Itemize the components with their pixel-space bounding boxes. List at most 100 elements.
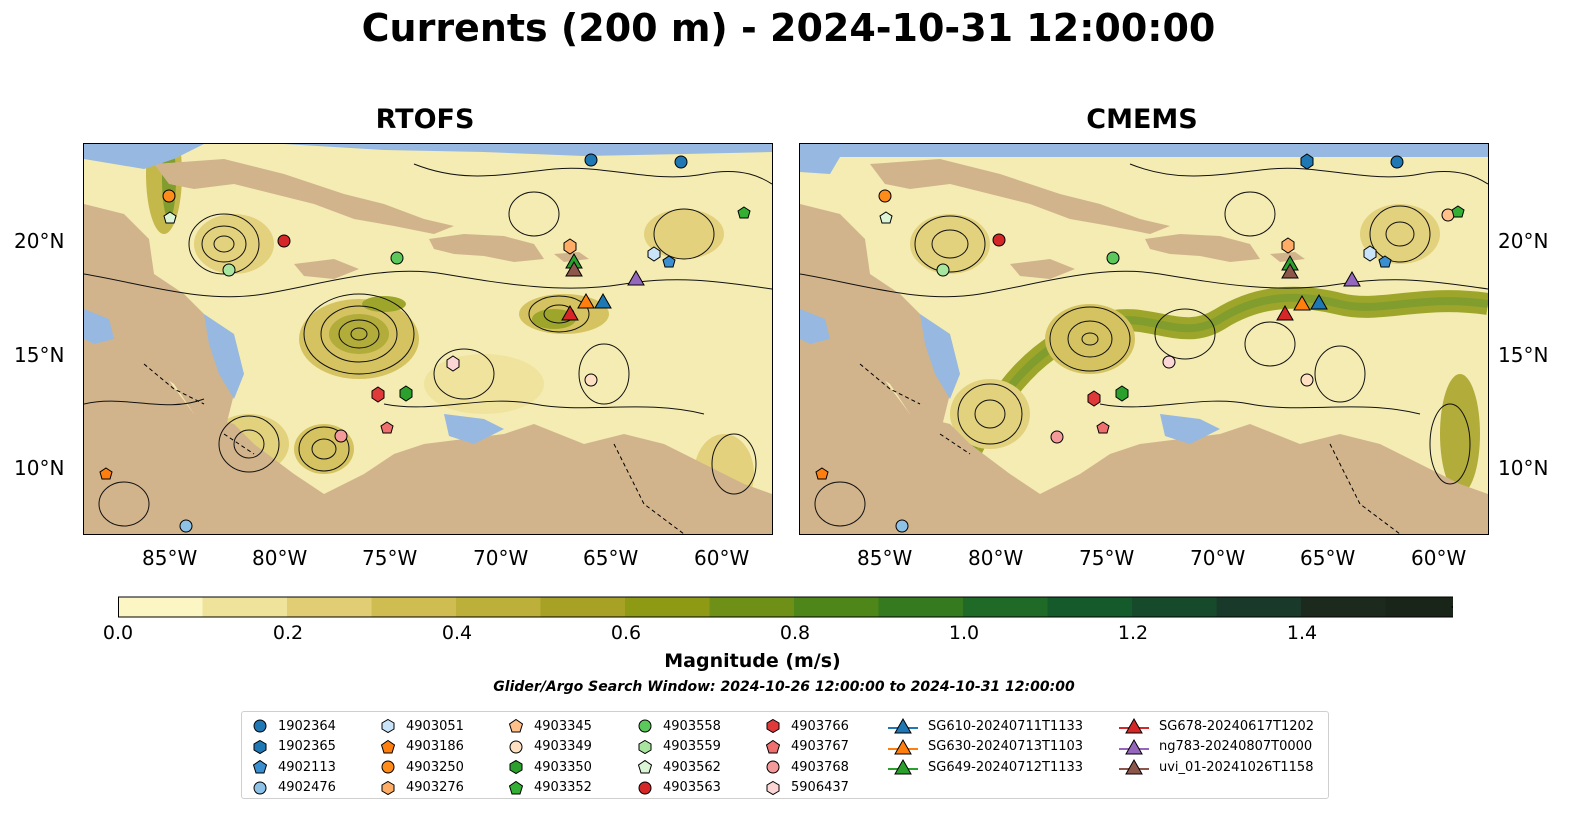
- legend-hexagon-marker-icon: [381, 719, 395, 734]
- colorbar-segment: [540, 597, 626, 617]
- legend: 1902364 1902365 4902113 4902476 4903051 49031…: [241, 711, 1329, 799]
- legend-item: 4903558: [637, 716, 721, 737]
- legend-item: 4902113: [252, 757, 336, 778]
- platform-markers: [99, 153, 751, 533]
- legend-item-label: 4903250: [406, 759, 464, 775]
- colorbar-segment: [1132, 597, 1217, 617]
- colorbar: [118, 596, 1472, 622]
- colorbar-tick-4: 0.8: [779, 622, 811, 644]
- legend-item-label: 4903352: [534, 780, 592, 796]
- legend-item-label: 4902476: [278, 780, 336, 796]
- colorbar-segment: [287, 597, 372, 617]
- legend-item: 1902365: [252, 737, 336, 758]
- legend-item: 4902476: [252, 778, 336, 799]
- legend-pentagon-marker-icon: [637, 760, 653, 774]
- legend-pentagon-marker-icon: [508, 719, 524, 733]
- borders: [143, 363, 685, 534]
- legend-column: 4903345 4903349 4903350 4903352: [508, 716, 592, 798]
- legend-item-label: 1902365: [278, 739, 336, 755]
- legend-item: 4903768: [765, 757, 849, 778]
- legend-hexagon-marker-icon: [509, 760, 523, 775]
- legend-item: 4903350: [508, 757, 592, 778]
- lon-tick-rtofs-75: 75°W: [362, 546, 418, 570]
- legend-item-label: 4903768: [791, 759, 849, 775]
- lon-tick-rtofs-80: 80°W: [252, 546, 308, 570]
- legend-item: 5906437: [765, 778, 849, 799]
- legend-item: 4903766: [765, 716, 849, 737]
- colorbar-tick-1: 0.2: [272, 622, 304, 644]
- legend-item: 1902364: [252, 716, 336, 737]
- lon-tick-cmems-85: 85°W: [857, 546, 913, 570]
- lat-tick-right-15: 15°N: [1498, 343, 1549, 367]
- legend-item: 4903559: [637, 737, 721, 758]
- legend-item: SG678-20240617T1202: [1119, 716, 1314, 737]
- lon-tick-rtofs-85: 85°W: [142, 546, 198, 570]
- legend-item: 4903562: [637, 757, 721, 778]
- shelf-water: [800, 144, 1488, 444]
- colorbar-segment: [1047, 597, 1133, 617]
- legend-item: 4903186: [380, 737, 464, 758]
- lon-tick-rtofs-60: 60°W: [694, 546, 750, 570]
- colorbar-segment: [625, 597, 710, 617]
- legend-item-label: 4903345: [534, 718, 592, 734]
- legend-pentagon-marker-icon: [765, 739, 781, 754]
- colorbar-segment: [1385, 597, 1471, 617]
- colorbar-segment: [794, 597, 879, 617]
- legend-item-label: 4903562: [663, 759, 721, 775]
- lon-tick-cmems-80: 80°W: [968, 546, 1024, 570]
- lon-tick-rtofs-65: 65°W: [583, 546, 639, 570]
- search-window-text: Glider/Argo Search Window: 2024-10-26 12…: [493, 679, 1075, 695]
- legend-item: 4903349: [508, 737, 592, 758]
- legend-column: SG610-20240711T1133 SG630-20240713T1103 SG…: [888, 716, 1083, 778]
- map-svg-cmems: [800, 144, 1488, 534]
- colorbar-tick-7: 1.4: [1286, 622, 1318, 644]
- map-panel-rtofs[interactable]: [83, 143, 773, 535]
- legend-item-label: 4903563: [663, 780, 721, 796]
- colorbar-svg: [118, 596, 1472, 618]
- lon-tick-cmems-70: 70°W: [1190, 546, 1246, 570]
- colorbar-segment: [709, 597, 795, 617]
- panel-title-cmems: CMEMS: [1086, 104, 1198, 135]
- legend-hexagon-marker-icon: [381, 780, 395, 795]
- colorbar-tick-3: 0.6: [610, 622, 642, 644]
- legend-triangle-marker-icon: [888, 738, 918, 755]
- legend-item-label: 4903349: [534, 739, 592, 755]
- current-magnitude-patches: [800, 204, 1488, 524]
- lon-tick-rtofs-70: 70°W: [473, 546, 529, 570]
- legend-item-label: ng783-20240807T0000: [1159, 739, 1313, 755]
- colorbar-tick-2: 0.4: [441, 622, 473, 644]
- legend-circle-marker-icon: [381, 760, 395, 774]
- legend-column: SG678-20240617T1202 ng783-20240807T0000 uv…: [1119, 716, 1314, 778]
- legend-circle-marker-icon: [253, 781, 267, 795]
- legend-item-label: SG678-20240617T1202: [1159, 718, 1315, 734]
- lat-tick-left-15: 15°N: [14, 343, 65, 367]
- lon-tick-cmems-60: 60°W: [1411, 546, 1467, 570]
- legend-column: 4903558 4903559 4903562 4903563: [637, 716, 721, 798]
- legend-hexagon-marker-icon: [766, 780, 780, 795]
- legend-circle-marker-icon: [766, 760, 780, 774]
- panel-title-rtofs: RTOFS: [375, 104, 475, 135]
- legend-column: 4903766 4903767 4903768 5906437: [765, 716, 849, 798]
- legend-item-label: 4903767: [791, 739, 849, 755]
- legend-item: 4903767: [765, 737, 849, 758]
- lat-tick-left-20: 20°N: [14, 229, 65, 253]
- colorbar-tick-0: 0.0: [102, 622, 134, 644]
- legend-pentagon-marker-icon: [380, 739, 396, 754]
- legend-triangle-marker-icon: [888, 718, 918, 734]
- legend-triangle-marker-icon: [1119, 718, 1149, 734]
- legend-item: 4903276: [380, 778, 464, 799]
- legend-item-label: 4903276: [406, 780, 464, 796]
- map-panel-cmems[interactable]: [799, 143, 1489, 535]
- colorbar-segment: [963, 597, 1048, 617]
- legend-triangle-marker-icon: [1119, 738, 1149, 755]
- colorbar-tick-5: 1.0: [948, 622, 980, 644]
- lat-tick-right-20: 20°N: [1498, 229, 1549, 253]
- colorbar-segment: [371, 597, 457, 617]
- legend-item: SG630-20240713T1103: [888, 737, 1083, 758]
- legend-item-label: 4903051: [406, 718, 464, 734]
- legend-column: 4903051 4903186 4903250 4903276: [380, 716, 464, 798]
- legend-hexagon-marker-icon: [253, 739, 267, 754]
- colorbar-label: Magnitude (m/s): [664, 650, 841, 672]
- legend-item: SG610-20240711T1133: [888, 716, 1083, 737]
- legend-item-label: 1902364: [278, 718, 336, 734]
